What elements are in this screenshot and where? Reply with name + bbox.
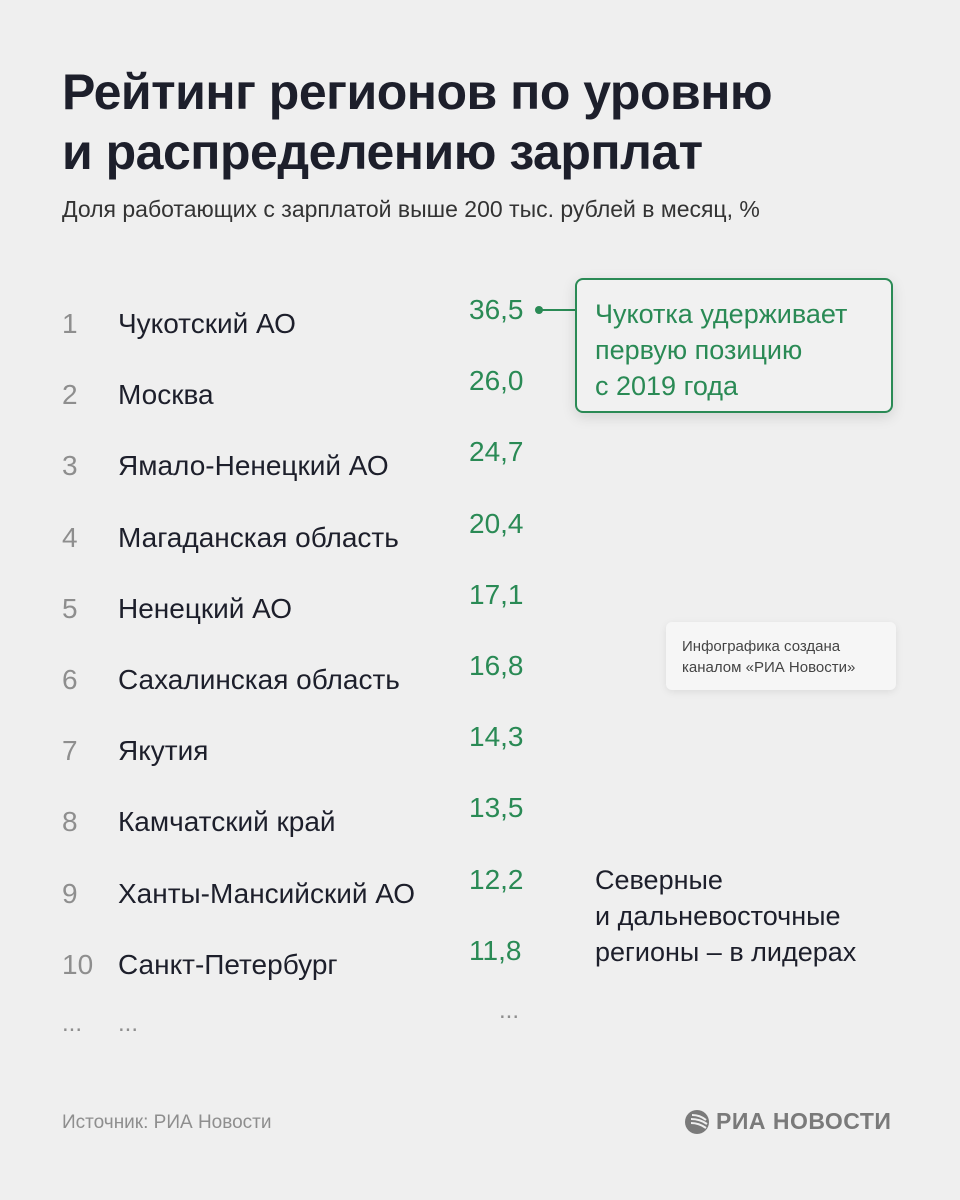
callout-box: Чукотка удерживает первую позицию с 2019…	[575, 278, 893, 413]
credit-line: Инфографика создана	[682, 638, 841, 655]
rank: 9	[62, 877, 78, 909]
rank: 1	[62, 308, 78, 339]
share-value: 13,5	[469, 792, 524, 824]
table-row: 4 Магаданская область 20,4	[0, 508, 560, 562]
region-name: Чукотский АО	[118, 308, 296, 339]
callout-line: первую позицию	[595, 335, 803, 365]
note-line: Северные	[595, 865, 723, 895]
region-name: Санкт-Петербург	[118, 948, 338, 980]
rank: 7	[62, 735, 78, 767]
note-line: регионы – в лидерах	[595, 937, 857, 967]
table-row: 10 Санкт-Петербург 11,8	[0, 935, 560, 989]
share-value: 20,4	[469, 507, 524, 539]
note-line: и дальневосточные	[595, 901, 841, 931]
share-value: 12,2	[469, 863, 524, 895]
title-line-2: и распределению зарплат	[62, 124, 703, 180]
table-row: 2 Москва 26,0	[0, 365, 560, 419]
ria-logo: РИА НОВОСТИ	[684, 1108, 891, 1135]
subtitle: Доля работающих с зарплатой выше 200 тыс…	[62, 196, 760, 222]
callout-line: Чукотка удерживает	[595, 299, 848, 329]
table-row: 9 Ханты-Мансийский АО 12,2	[0, 864, 560, 918]
rank: 8	[62, 806, 78, 838]
rank: 10	[62, 948, 94, 980]
note-text: Северные и дальневосточные регионы – в л…	[595, 862, 856, 970]
value-ellipsis: ...	[499, 997, 520, 1024]
rank: 3	[62, 450, 78, 482]
source-text: Источник: РИА Новости	[62, 1112, 272, 1133]
table-row: 1 Чукотский АО 36,5	[0, 294, 560, 348]
share-value: 17,1	[469, 578, 524, 610]
table-row: 8 Камчатский край 13,5	[0, 792, 560, 846]
table-row: 5 Ненецкий АО 17,1	[0, 579, 560, 633]
table-row: 3 Ямало-Ненецкий АО 24,7	[0, 436, 560, 490]
region-name: Якутия	[118, 735, 209, 767]
rank: 4	[62, 521, 78, 553]
credit-badge: Инфографика создана каналом «РИА Новости…	[666, 622, 896, 690]
region-name: Москва	[118, 379, 214, 411]
share-value: 26,0	[469, 365, 524, 397]
rank: 6	[62, 664, 78, 695]
rank: 5	[62, 592, 78, 624]
credit-line: каналом «РИА Новости»	[682, 659, 856, 676]
share-value: 14,3	[469, 721, 524, 753]
callout-line: с 2019 года	[595, 371, 739, 401]
table-row: 7 Якутия 14,3	[0, 721, 560, 775]
page-title: Рейтинг регионов по уровню и распределени…	[62, 62, 773, 182]
share-value: 11,8	[469, 934, 522, 966]
rank: 2	[62, 379, 78, 411]
region-name: Ханты-Мансийский АО	[118, 877, 416, 909]
share-value: 16,8	[469, 650, 524, 681]
callout-dot	[535, 306, 543, 314]
region-name: Сахалинская область	[118, 664, 400, 695]
logo-text: РИА НОВОСТИ	[716, 1108, 892, 1134]
region-name: Ненецкий АО	[118, 592, 293, 624]
region-name: Магаданская область	[118, 521, 399, 553]
callout-connector	[537, 309, 577, 311]
region-name: Ямало-Ненецкий АО	[118, 450, 389, 482]
share-value: 24,7	[469, 436, 524, 468]
name-ellipsis: ...	[118, 1010, 139, 1037]
title-line-1: Рейтинг регионов по уровню	[62, 64, 773, 120]
globe-icon	[685, 1109, 709, 1134]
rank-ellipsis: ...	[62, 1010, 83, 1037]
region-name: Камчатский край	[118, 806, 336, 838]
share-value: 36,5	[469, 294, 524, 325]
table-row: 6 Сахалинская область 16,8	[0, 650, 560, 704]
